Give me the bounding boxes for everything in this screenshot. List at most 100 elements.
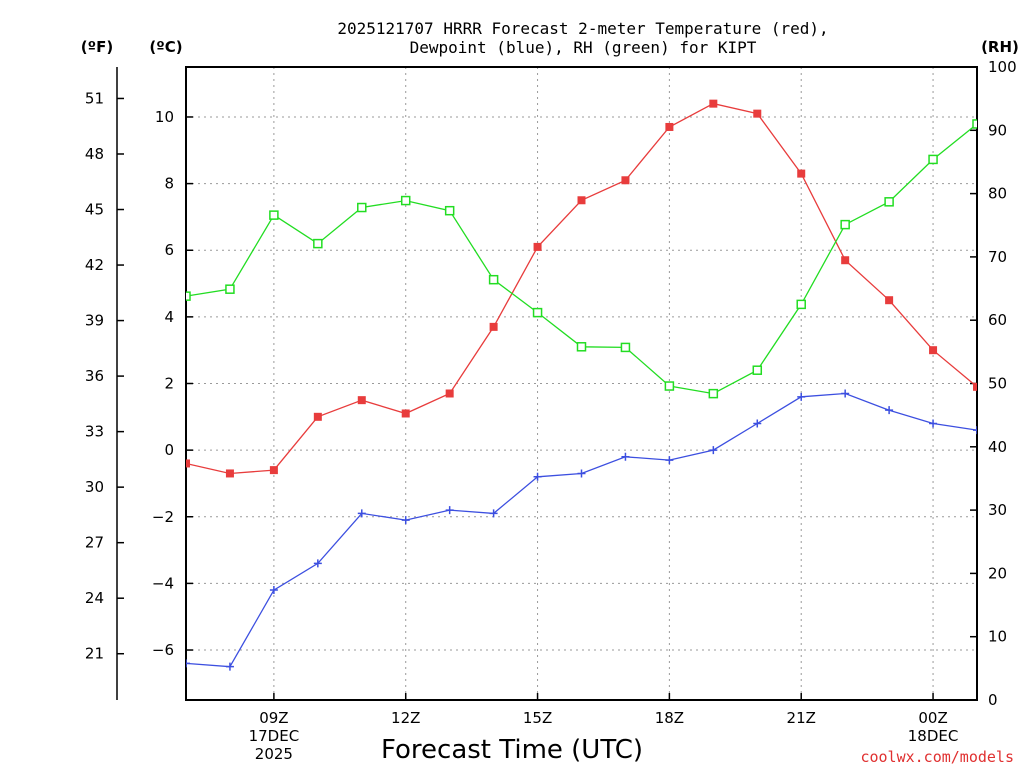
rh-tick-label: 20 [988, 564, 1007, 582]
temperature-point [313, 412, 322, 421]
x-tick-date-label: 17DEC [249, 727, 300, 745]
temperature-point [621, 176, 630, 185]
rh-tick-label: 60 [988, 311, 1007, 329]
fahrenheit-unit-label: (ºF) [81, 38, 113, 56]
celsius-tick-label: 8 [164, 175, 174, 193]
rh-tick-label: 10 [988, 628, 1007, 646]
rh-tick-label: 30 [988, 501, 1007, 519]
rh-point [972, 119, 977, 129]
axes: 2124273033363942454851−6−4−2024681001020… [85, 58, 1017, 763]
rh-point [664, 381, 675, 391]
x-tick-label: 21Z [787, 709, 816, 727]
temperature-point [269, 466, 278, 475]
rh-tick-label: 50 [988, 375, 1007, 393]
celsius-tick-label: 10 [155, 108, 174, 126]
dewpoint-point [753, 419, 762, 428]
dewpoint-point [533, 472, 542, 481]
x-tick-label: 09Z [259, 709, 288, 727]
rh-tick-label: 70 [988, 248, 1007, 266]
temperature-point [186, 459, 190, 468]
temperature-point [489, 322, 498, 331]
temperature-point [929, 346, 938, 355]
celsius-tick-label: −6 [152, 641, 174, 659]
chart-title-line1: 2025121707 HRRR Forecast 2-meter Tempera… [337, 19, 828, 38]
dewpoint-point [186, 659, 190, 668]
dewpoint-point [885, 406, 894, 415]
rh-point [884, 197, 894, 207]
rh-point [186, 291, 191, 301]
rh-tick-label: 80 [988, 185, 1007, 203]
rh-unit-label: (RH) [981, 38, 1019, 56]
x-tick-label: 12Z [391, 709, 420, 727]
temperature-point [445, 389, 454, 398]
temperature-point [401, 409, 410, 418]
temperature-point [357, 396, 366, 405]
rh-point [620, 342, 631, 353]
rh-point [400, 195, 411, 206]
rh-point [269, 210, 279, 220]
fahrenheit-tick-label: 51 [85, 89, 104, 107]
temperature-point [709, 99, 718, 108]
fahrenheit-tick-label: 24 [85, 589, 104, 607]
dewpoint-point [401, 516, 410, 525]
dewpoint-point [841, 389, 850, 398]
rh-point [488, 274, 499, 285]
fahrenheit-tick-label: 27 [85, 534, 104, 552]
rh-point [796, 299, 806, 310]
temperature-point [973, 382, 977, 391]
rh-point [444, 205, 455, 216]
grid-lines [186, 67, 977, 700]
x-tick-label: 15Z [523, 709, 552, 727]
dewpoint-point [269, 586, 278, 595]
rh-point [313, 238, 323, 249]
x-axis-label: Forecast Time (UTC) [381, 735, 643, 765]
dewpoint-point [621, 452, 630, 461]
fahrenheit-tick-label: 39 [85, 312, 104, 330]
fahrenheit-tick-label: 36 [85, 367, 104, 385]
rh-point [576, 342, 587, 352]
celsius-tick-label: 4 [164, 308, 174, 326]
rh-point [928, 154, 938, 165]
rh-tick-label: 40 [988, 438, 1007, 456]
rh-point [708, 388, 719, 399]
dewpoint-point [225, 662, 234, 671]
fahrenheit-tick-label: 30 [85, 478, 104, 496]
x-tick-year-label: 2025 [255, 745, 293, 763]
rh-point [752, 365, 763, 375]
x-tick-label: 18Z [655, 709, 684, 727]
data-series [186, 99, 977, 671]
celsius-tick-label: −4 [152, 574, 174, 592]
dewpoint-point [665, 456, 674, 465]
temperature-point [753, 109, 762, 118]
temperature-point [797, 169, 806, 178]
series-group [186, 99, 977, 671]
dewpoint-point [489, 509, 498, 518]
celsius-tick-label: 2 [164, 375, 174, 393]
chart-title-line2: Dewpoint (blue), RH (green) for KIPT [410, 38, 757, 57]
fahrenheit-tick-label: 21 [85, 645, 104, 663]
temperature-line [186, 102, 977, 475]
rh-point [225, 284, 235, 294]
rh-point [840, 219, 850, 230]
rh-tick-label: 90 [988, 121, 1007, 139]
dewpoint-point [709, 446, 718, 455]
rh-point [532, 307, 543, 318]
dewpoint-point [313, 559, 322, 568]
rh-line [186, 123, 977, 395]
temperature-point [577, 196, 586, 205]
dewpoint-point [577, 469, 586, 478]
fahrenheit-tick-label: 33 [85, 423, 104, 441]
dewpoint-point [973, 426, 977, 435]
celsius-tick-label: −2 [152, 508, 174, 526]
rh-point [357, 202, 367, 213]
fahrenheit-tick-label: 48 [85, 145, 104, 163]
x-tick-date-label: 18DEC [908, 727, 959, 745]
temperature-point [533, 242, 542, 251]
dewpoint-point [929, 419, 938, 428]
temperature-point [225, 469, 234, 478]
credit-label: coolwx.com/models [860, 748, 1014, 766]
dewpoint-point [357, 509, 366, 518]
dewpoint-line [186, 392, 977, 668]
dewpoint-point [797, 392, 806, 401]
